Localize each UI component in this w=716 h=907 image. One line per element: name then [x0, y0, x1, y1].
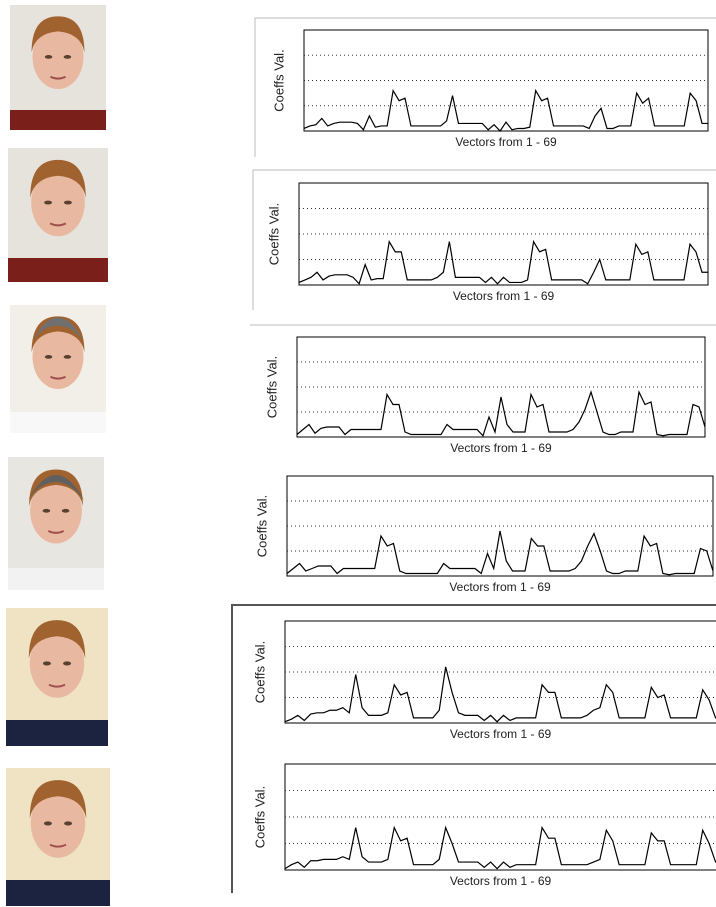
y-axis-label: Coeffs Val.	[252, 641, 267, 703]
face-photo	[8, 148, 108, 282]
x-axis-label: Vectors from 1 - 69	[450, 727, 552, 741]
x-axis-label: Vectors from 1 - 69	[450, 874, 552, 888]
y-axis-label: Coeffs Val.	[252, 786, 267, 848]
x-axis-label: Vectors from 1 - 69	[449, 580, 551, 594]
face-photo	[6, 608, 108, 746]
x-axis-label: Vectors from 1 - 69	[453, 289, 555, 303]
figure: Vectors from 1 - 69 Coeffs Val. Vectors fr…	[0, 0, 716, 907]
x-axis-label: Vectors from 1 - 69	[450, 441, 552, 455]
y-axis-label: Coeffs Val.	[264, 356, 279, 418]
face-photo	[8, 457, 104, 590]
panel-frames	[232, 18, 716, 893]
face-photo	[6, 768, 110, 906]
y-axis-label: Coeffs Val.	[266, 203, 281, 265]
x-axis-label: Vectors from 1 - 69	[455, 135, 557, 149]
y-axis-label: Coeffs Val.	[271, 49, 286, 111]
face-photo	[10, 5, 106, 130]
face-photo	[10, 305, 106, 433]
y-axis-label: Coeffs Val.	[254, 495, 269, 557]
